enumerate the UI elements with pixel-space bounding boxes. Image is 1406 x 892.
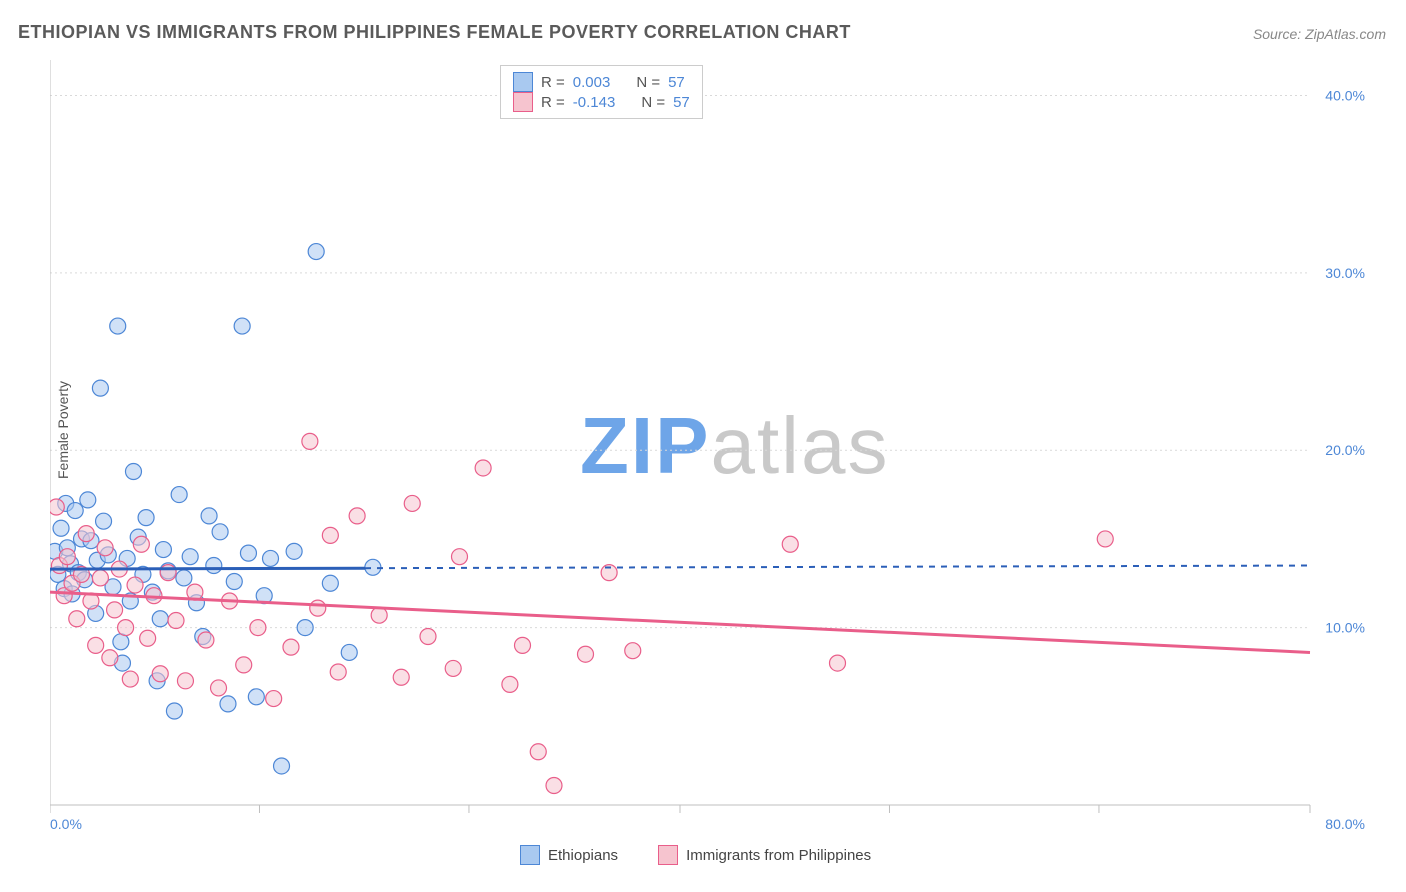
legend-label: Immigrants from Philippines	[686, 847, 871, 864]
r-value: -0.143	[573, 94, 616, 111]
swatch-blue	[520, 845, 540, 865]
n-label: N =	[636, 74, 660, 91]
svg-text:20.0%: 20.0%	[1325, 442, 1365, 458]
swatch-pink	[513, 92, 533, 112]
svg-text:40.0%: 40.0%	[1325, 87, 1365, 103]
legend-row-ethiopians: R = 0.003 N = 57	[513, 72, 690, 92]
svg-text:10.0%: 10.0%	[1325, 620, 1365, 636]
r-label: R =	[541, 94, 565, 111]
n-label: N =	[641, 94, 665, 111]
source-attribution: Source: ZipAtlas.com	[1253, 26, 1386, 42]
legend-item-ethiopians: Ethiopians	[520, 845, 618, 865]
chart-container: ETHIOPIAN VS IMMIGRANTS FROM PHILIPPINES…	[0, 0, 1406, 892]
svg-text:0.0%: 0.0%	[50, 816, 82, 832]
r-value: 0.003	[573, 74, 611, 91]
n-value: 57	[668, 74, 685, 91]
correlation-legend: R = 0.003 N = 57 R = -0.143 N = 57	[500, 65, 703, 119]
svg-text:80.0%: 80.0%	[1325, 816, 1365, 832]
svg-text:30.0%: 30.0%	[1325, 265, 1365, 281]
legend-item-philippines: Immigrants from Philippines	[658, 845, 871, 865]
n-value: 57	[673, 94, 690, 111]
plot-area: ZIPatlas 10.0%20.0%30.0%40.0%0.0%80.0% R…	[50, 60, 1370, 835]
legend-row-philippines: R = -0.143 N = 57	[513, 92, 690, 112]
chart-title: ETHIOPIAN VS IMMIGRANTS FROM PHILIPPINES…	[18, 22, 851, 43]
r-label: R =	[541, 74, 565, 91]
scatter-plot-svg: 10.0% 20.0% 30.0% 40.0% 0.0% 80.0%	[50, 60, 1370, 835]
swatch-blue	[513, 72, 533, 92]
legend-label: Ethiopians	[548, 847, 618, 864]
series-legend: Ethiopians Immigrants from Philippines	[520, 845, 901, 865]
swatch-pink	[658, 845, 678, 865]
